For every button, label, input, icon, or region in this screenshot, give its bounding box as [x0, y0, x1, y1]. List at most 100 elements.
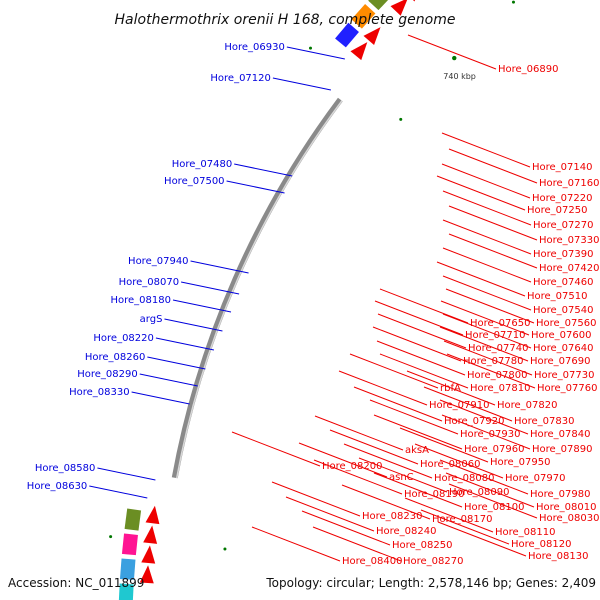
- gene-label-right[interactable]: Hore_07950: [490, 457, 551, 468]
- gene-label-right[interactable]: Hore_08030: [539, 513, 600, 524]
- leader-line-right: [442, 313, 532, 349]
- forward-gene-arrow: [143, 525, 158, 544]
- label-leader-lines: [89, 34, 538, 562]
- gene-label-right[interactable]: Hore_07600: [531, 330, 592, 341]
- gene-label-right[interactable]: rbfA: [440, 383, 461, 394]
- gene-label-left[interactable]: Hore_08260: [85, 352, 146, 363]
- gene-label-right[interactable]: Hore_07640: [533, 343, 594, 354]
- gene-label-right[interactable]: Hore_07830: [514, 416, 575, 427]
- gene-label-right[interactable]: Hore_08270: [403, 556, 464, 567]
- leader-line-right: [407, 34, 497, 70]
- gene-label-right[interactable]: Hore_07650: [470, 318, 531, 329]
- leader-line-right: [376, 340, 466, 376]
- gene-label-left[interactable]: Hore_07500: [164, 176, 225, 187]
- gene-label-right[interactable]: Hore_07160: [539, 178, 600, 189]
- gene-label-right[interactable]: Hore_07910: [429, 400, 490, 411]
- gene-label-right[interactable]: Hore_08200: [322, 461, 383, 472]
- cog-feature-box: [121, 533, 138, 556]
- gene-label-left[interactable]: Hore_07120: [210, 73, 271, 84]
- gene-label-left[interactable]: argS: [140, 314, 163, 325]
- leader-line-right: [436, 261, 526, 297]
- gene-label-right[interactable]: Hore_08110: [495, 527, 556, 538]
- gene-label-right[interactable]: Hore_07420: [539, 263, 600, 274]
- leader-line-right: [379, 353, 469, 389]
- leader-line-left: [139, 373, 198, 387]
- leader-line-left: [131, 391, 190, 405]
- gene-label-left[interactable]: Hore_07940: [128, 256, 189, 267]
- gene-label-right[interactable]: Hore_07560: [536, 318, 597, 329]
- gene-label-right[interactable]: aksA: [405, 445, 429, 456]
- cog-feature-box: [119, 558, 136, 580]
- gene-label-right[interactable]: Hore_07960: [464, 444, 525, 455]
- gene-label-right[interactable]: Hore_07970: [505, 473, 566, 484]
- gene-label-right[interactable]: Hore_08190: [404, 489, 465, 500]
- gene-label-left[interactable]: Hore_08630: [27, 481, 88, 492]
- gene-label-left[interactable]: Hore_08220: [93, 333, 154, 344]
- gene-label-right[interactable]: Hore_07330: [539, 235, 600, 246]
- gene-label-right[interactable]: Hore_07740: [468, 343, 529, 354]
- gene-label-right[interactable]: Hore_07810: [470, 383, 531, 394]
- gene-label-right[interactable]: Hore_07140: [532, 162, 593, 173]
- gene-label-left[interactable]: Hore_08290: [77, 369, 138, 380]
- gene-label-right[interactable]: Hore_08230: [362, 511, 423, 522]
- gene-label-right[interactable]: Hore_08170: [432, 514, 493, 525]
- gene-tracks: [118, 0, 416, 600]
- gene-label-right[interactable]: Hore_08130: [528, 551, 589, 562]
- gene-label-right[interactable]: Hore_08240: [376, 526, 437, 537]
- gene-label-right[interactable]: Hore_08080: [434, 473, 495, 484]
- gene-label-right[interactable]: Hore_07710: [465, 330, 526, 341]
- gene-label-right[interactable]: Hore_07730: [534, 370, 595, 381]
- gene-label-right[interactable]: Hore_07840: [530, 429, 591, 440]
- gene-label-right[interactable]: Hore_07220: [532, 193, 593, 204]
- gene-label-right[interactable]: Hore_07800: [467, 370, 528, 381]
- leader-line-right: [443, 340, 533, 376]
- gene-label-right[interactable]: Hore_07250: [527, 205, 588, 216]
- leader-line-right: [251, 526, 341, 562]
- gene-label-left[interactable]: Hore_06930: [224, 42, 285, 53]
- gene-label-right[interactable]: Hore_07510: [527, 291, 588, 302]
- gene-label-left[interactable]: Hore_07480: [172, 159, 233, 170]
- gene-label-right[interactable]: Hore_06890: [498, 64, 559, 75]
- gene-label-right[interactable]: Hore_08060: [420, 459, 481, 470]
- leader-line-right: [329, 429, 419, 465]
- leader-line-right: [313, 459, 403, 495]
- gene-label-right[interactable]: Hore_07980: [530, 489, 591, 500]
- gene-label-left[interactable]: Hore_08330: [69, 387, 130, 398]
- gene-label-left[interactable]: Hore_08580: [35, 463, 96, 474]
- leader-line-right: [312, 526, 402, 562]
- gene-label-right[interactable]: Hore_07780: [463, 356, 524, 367]
- backbone-arc: [171, 97, 343, 479]
- cog-feature-box: [351, 4, 376, 29]
- gene-label-right[interactable]: Hore_08120: [511, 539, 572, 550]
- leader-line-right: [441, 414, 531, 450]
- forward-gene-arrow: [350, 42, 368, 61]
- gene-label-right[interactable]: Hore_07270: [533, 220, 594, 231]
- leader-line-right: [338, 370, 428, 406]
- forward-gene-arrow: [412, 0, 416, 2]
- gene-label-left[interactable]: Hore_08180: [111, 295, 172, 306]
- gene-label-right[interactable]: Hore_07760: [537, 383, 598, 394]
- leader-line-right: [341, 484, 431, 520]
- gene-label-right[interactable]: Hore_07820: [497, 400, 558, 411]
- leader-line-left: [172, 299, 232, 313]
- gene-label-right[interactable]: asnC: [389, 472, 414, 483]
- gene-label-right[interactable]: Hore_07890: [532, 444, 593, 455]
- gene-label-right[interactable]: Hore_07930: [460, 429, 521, 440]
- gene-label-right[interactable]: Hore_07690: [530, 356, 591, 367]
- gene-label-right[interactable]: Hore_07390: [533, 249, 594, 260]
- gene-label-right[interactable]: Hore_08400: [342, 556, 403, 567]
- map-title: Halothermothrix orenii H 168, complete g…: [115, 12, 456, 28]
- gene-label-right[interactable]: Hore_08090: [449, 487, 510, 498]
- gene-label-right[interactable]: Hore_07920: [444, 416, 505, 427]
- gene-label-right[interactable]: Hore_08100: [464, 502, 525, 513]
- gene-label-right[interactable]: Hore_08250: [392, 540, 453, 551]
- leader-line-left: [97, 467, 156, 481]
- gene-label-right[interactable]: Hore_08010: [536, 502, 597, 513]
- gene-label-right[interactable]: Hore_07540: [533, 305, 594, 316]
- leader-line-right: [439, 459, 529, 495]
- backbone-highlight: [175, 100, 343, 479]
- leader-line-left: [226, 180, 285, 194]
- gene-label-left[interactable]: Hore_08070: [119, 277, 180, 288]
- gene-label-right[interactable]: Hore_07460: [533, 277, 594, 288]
- forward-gene-arrow: [145, 505, 160, 525]
